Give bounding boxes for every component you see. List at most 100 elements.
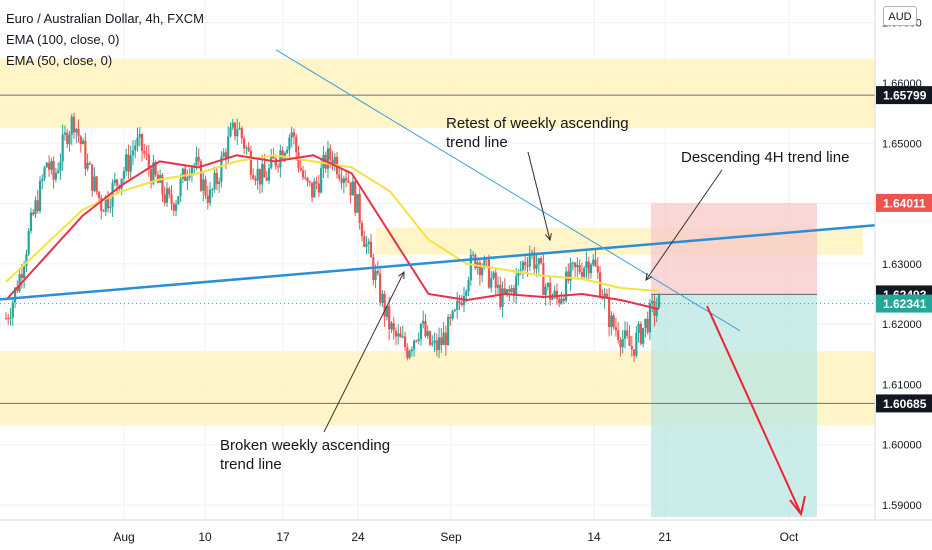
candle-body-101 [233, 122, 237, 137]
candle-body-71 [165, 188, 169, 203]
candle-body-220 [503, 288, 506, 294]
candle-body-116 [267, 167, 271, 181]
candle-body-228 [521, 262, 525, 270]
price-label-1: 1.64011 [883, 196, 926, 210]
candle-body-96 [222, 152, 225, 157]
candle-body-65 [152, 162, 155, 184]
candle-body-106 [245, 147, 248, 149]
candle-body-243 [555, 290, 559, 299]
candle-body-67 [156, 174, 160, 183]
annotation-broken-line1: Broken weekly ascending [220, 437, 391, 454]
candle-body-88 [204, 179, 207, 196]
candle-body-130 [299, 168, 302, 171]
candle-body-279 [637, 323, 640, 333]
candle-body-132 [304, 177, 307, 179]
candle-body-166 [381, 293, 384, 303]
candle-body-53 [125, 154, 128, 172]
candle-body-104 [240, 128, 243, 139]
candle-body-95 [220, 156, 223, 182]
currency-badge[interactable]: AUD [883, 6, 917, 26]
candle-body-223 [510, 288, 513, 292]
candle-body-219 [501, 288, 504, 307]
candle-body-51 [120, 178, 123, 189]
candle-body-48 [113, 179, 116, 184]
candle-body-182 [417, 339, 420, 341]
candle-body-273 [623, 330, 627, 339]
candle-body-0 [4, 318, 8, 320]
candle-body-143 [329, 148, 332, 160]
candle-body-75 [174, 204, 178, 211]
candle-body-231 [528, 254, 531, 267]
candle-body-276 [630, 345, 633, 350]
candle-body-173 [397, 333, 400, 337]
candle-body-216 [494, 272, 497, 288]
candle-body-136 [313, 181, 316, 198]
candle-body-247 [564, 271, 568, 301]
short-position-tool[interactable] [651, 202, 817, 518]
candle-body-109 [252, 174, 255, 179]
candle-body-195 [447, 317, 450, 346]
candle-body-20 [50, 161, 53, 170]
candle-body-33 [79, 136, 82, 145]
trend-lines[interactable] [0, 49, 876, 517]
candle-body-24 [59, 161, 62, 171]
candle-body-110 [254, 178, 257, 181]
price-label-bg-4 [876, 394, 932, 413]
candle-body-21 [52, 161, 55, 180]
candle-body-80 [186, 177, 189, 181]
candle-body-160 [367, 241, 370, 245]
candle-body-27 [66, 132, 69, 145]
candle-body-11 [29, 212, 33, 232]
candle-body-58 [136, 137, 139, 146]
price-label-bg-1 [876, 193, 932, 212]
candle-body-153 [351, 181, 355, 196]
candle-body-251 [574, 262, 577, 268]
candle-body-6 [18, 274, 21, 292]
candle-body-184 [422, 320, 425, 324]
candle-body-66 [154, 162, 157, 175]
candle-body-209 [478, 262, 481, 276]
descending-pointer-head [645, 273, 653, 281]
candle-body-129 [297, 152, 300, 169]
candle-body-39 [93, 176, 96, 191]
candle-body-191 [437, 337, 441, 351]
candle-body-70 [163, 194, 166, 203]
candle-body-282 [644, 318, 647, 328]
candle-body-107 [247, 147, 250, 151]
candle-body-170 [390, 323, 393, 330]
candle-body-84 [195, 156, 198, 166]
price-tick-6: 1.65000 [882, 138, 922, 150]
candle-body-200 [458, 300, 461, 303]
price-tick-2: 1.61000 [882, 379, 922, 391]
candle-body-150 [345, 178, 348, 181]
annotation-broken-line2: trend line [220, 456, 282, 473]
candle-body-187 [428, 331, 432, 345]
candle-body-222 [508, 289, 511, 292]
candle-body-176 [403, 336, 407, 348]
candle-body-13 [34, 200, 37, 215]
candle-body-28 [68, 134, 71, 145]
candle-body-165 [379, 273, 382, 303]
candle-body-250 [571, 262, 574, 264]
candle-body-77 [179, 178, 182, 197]
candle-body-221 [505, 289, 509, 294]
candle-body-265 [605, 293, 608, 298]
candle-body-275 [628, 335, 631, 346]
candle-body-163 [374, 270, 377, 280]
candle-body-225 [515, 276, 518, 296]
candle-body-205 [469, 254, 472, 281]
candle-body-210 [481, 267, 484, 276]
candle-body-174 [399, 333, 402, 338]
candle-body-35 [84, 140, 87, 169]
position-target-area [651, 294, 817, 518]
candle-body-186 [426, 331, 429, 337]
candle-body-274 [626, 330, 629, 336]
candle-body-4 [13, 287, 17, 303]
annotation-broken: Broken weekly ascending trend line [220, 436, 390, 474]
candle-body-188 [431, 342, 434, 345]
candle-body-193 [442, 332, 445, 346]
price-tick-4: 1.63000 [882, 259, 922, 271]
candle-body-285 [651, 301, 654, 304]
